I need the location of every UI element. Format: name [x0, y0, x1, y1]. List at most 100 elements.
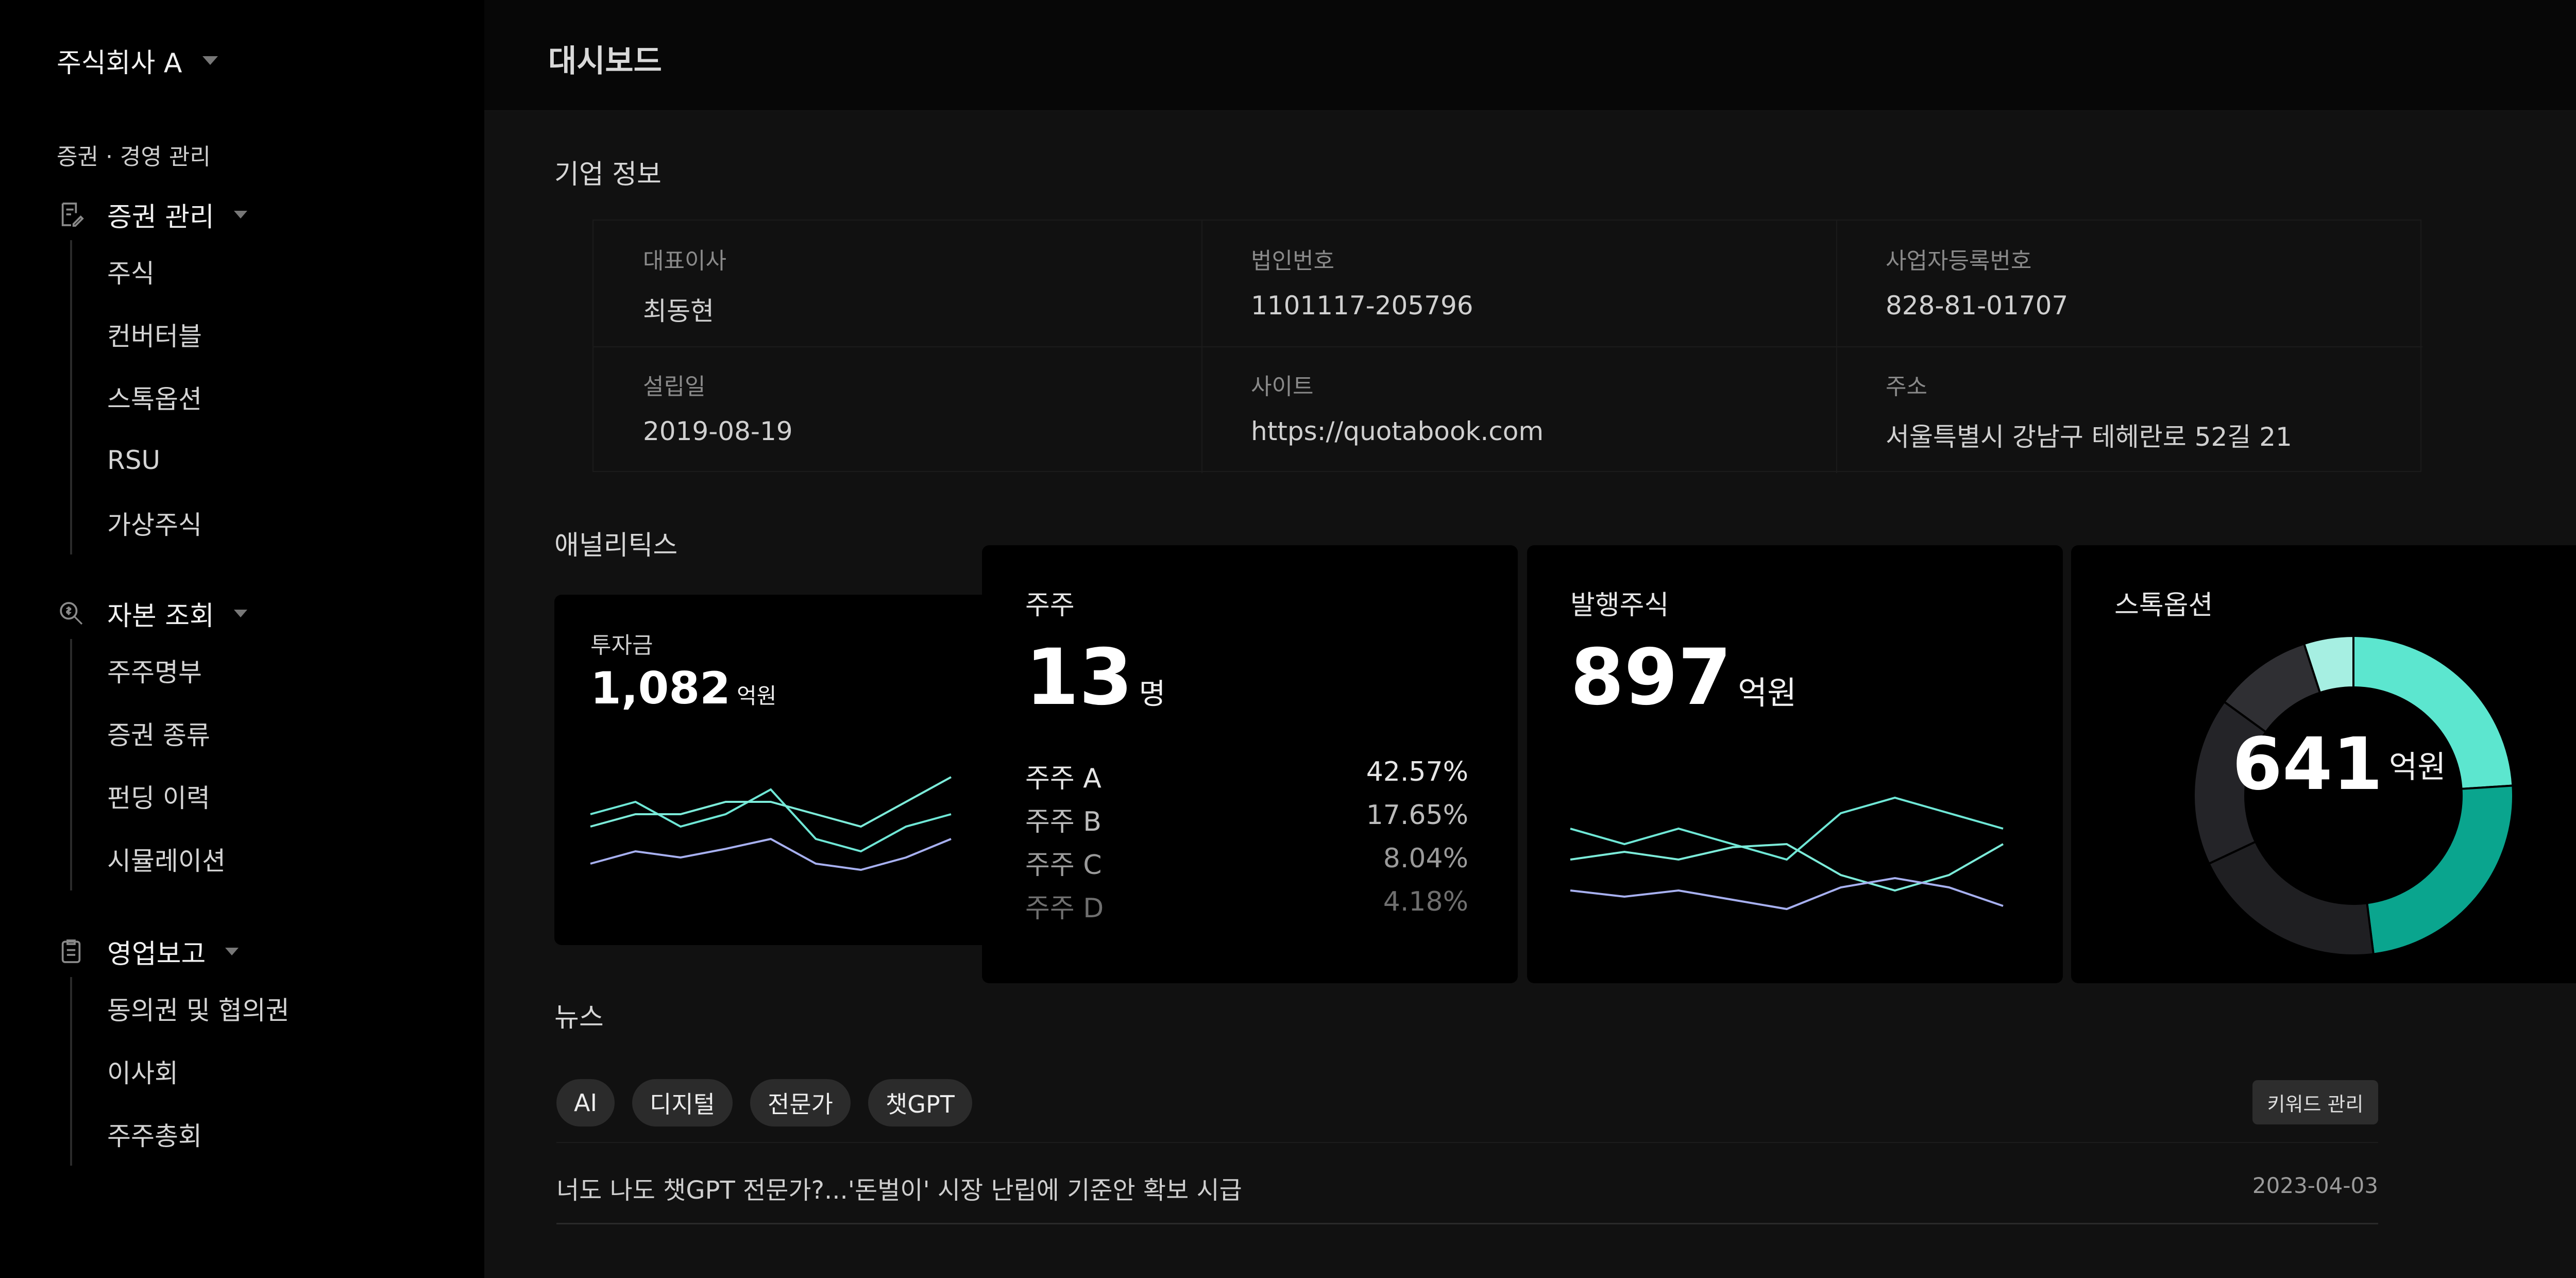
holder-name: 주주 B — [1025, 806, 1101, 837]
analytics-title: 애널리틱스 — [554, 530, 678, 561]
main: 대시보드 기업 정보 대표이사 최동현 법인번호 1101117-205796 … — [484, 0, 2576, 1278]
info-value: 1101117-205796 — [1251, 291, 1473, 321]
page-title: 대시보드 — [548, 43, 662, 79]
shareholders-card[interactable]: 주주 13 명 주주 A 42.57% 주주 B 17.65% 주주 C 8.0… — [982, 545, 1518, 983]
investment-title: 투자금 — [590, 632, 653, 659]
sidebar-group-label: 자본 조회 — [107, 600, 214, 632]
info-ceo: 대표이사 최동현 — [643, 242, 726, 328]
holder-pct: 42.57% — [1366, 756, 1468, 787]
keyword-chip-digital[interactable]: 디지털 — [632, 1079, 733, 1126]
sidebar-subitems: 동의권 및 협의권 이사회 주주총회 — [70, 977, 290, 1166]
investment-card[interactable]: 투자금 1,082 억원 — [554, 595, 1018, 945]
series-line-2 — [590, 837, 952, 871]
sidebar-item-stock[interactable]: 주식 — [107, 259, 155, 289]
holder-name: 주주 A — [1025, 763, 1101, 794]
info-value: 최동현 — [643, 296, 714, 326]
info-label: 설립일 — [643, 374, 706, 400]
donut-slice-1 — [2366, 784, 2514, 955]
company-info-grid: 대표이사 최동현 법인번호 1101117-205796 사업자등록번호 828… — [592, 220, 2422, 473]
sidebar-item-shareholder-registry[interactable]: 주주명부 — [107, 658, 202, 687]
series-line-0 — [590, 788, 952, 853]
topbar: 대시보드 — [484, 0, 2576, 111]
investment-number: 1,082 — [590, 663, 731, 714]
sidebar-item-board[interactable]: 이사회 — [107, 1058, 178, 1088]
holder-row: 주주 B 17.65% — [1025, 800, 1468, 838]
options-value: 641 억원 — [2071, 545, 2576, 983]
info-label: 대표이사 — [643, 248, 726, 274]
shareholders-number: 13 — [1025, 633, 1133, 722]
news-item[interactable]: 너도 나도 챗GPT 전문가?...'돈벌이' 시장 난립에 기준안 확보 시급… — [556, 1142, 2378, 1224]
sidebar-group-toggle[interactable]: 영업보고 — [57, 926, 290, 977]
holder-row: 주주 C 8.04% — [1025, 843, 1468, 882]
keyword-chips: AI 디지털 전문가 챗GPT — [556, 1079, 990, 1126]
issued-sparkline — [1570, 796, 2004, 911]
sidebar-item-convertible[interactable]: 컨버터블 — [107, 322, 202, 351]
sidebar-subitems: 주주명부 증권 종류 펀딩 이력 시뮬레이션 — [70, 639, 247, 890]
sidebar-group-toggle[interactable]: 자본 조회 — [57, 587, 247, 639]
donut-slice-2 — [2207, 840, 2375, 956]
company-switcher[interactable]: 주식회사 A — [57, 41, 218, 80]
issued-title: 발행주식 — [1570, 590, 1669, 621]
sidebar-item-rsu[interactable]: RSU — [107, 445, 161, 475]
series-line-1 — [590, 776, 952, 828]
sidebar-item-security-types[interactable]: 증권 종류 — [107, 720, 210, 750]
grid-divider — [594, 346, 2422, 347]
sidebar-group-label: 증권 관리 — [107, 201, 214, 233]
sidebar-item-stock-option[interactable]: 스톡옵션 — [107, 384, 202, 414]
sidebar-item-simulation[interactable]: 시뮬레이션 — [107, 846, 226, 876]
shareholders-title: 주주 — [1025, 590, 1075, 621]
sidebar: 주식회사 A 증권 · 경영 관리 증권 관리 주식 컨버터블 스톡옵션 RSU… — [0, 0, 484, 1278]
sidebar-item-shareholders-meeting[interactable]: 주주총회 — [107, 1121, 202, 1151]
shareholders-unit: 명 — [1139, 678, 1166, 711]
clipboard-icon — [61, 939, 81, 963]
holder-name: 주주 D — [1025, 893, 1104, 924]
info-site-link[interactable]: https://quotabook.com — [1251, 416, 1544, 446]
holder-name: 주주 C — [1025, 850, 1102, 881]
search-money-icon — [60, 602, 83, 625]
sidebar-item-phantom-stock[interactable]: 가상주식 — [107, 510, 202, 540]
info-corp-number: 법인번호 1101117-205796 — [1251, 242, 1473, 321]
chevron-down-icon — [233, 210, 247, 218]
stock-option-card[interactable]: 스톡옵션 641 억원 — [2071, 545, 2576, 983]
sidebar-subitems: 주식 컨버터블 스톡옵션 RSU 가상주식 — [70, 240, 247, 554]
info-label: 주소 — [1886, 374, 1927, 400]
sidebar-group-business-report: 영업보고 동의권 및 협의권 이사회 주주총회 — [57, 926, 290, 1166]
info-label: 법인번호 — [1251, 248, 1334, 274]
donut-slice-5 — [2302, 634, 2354, 694]
news-title: 뉴스 — [554, 1002, 604, 1033]
issued-shares-card[interactable]: 발행주식 897 억원 — [1527, 545, 2063, 983]
investment-value: 1,082 억원 — [590, 663, 776, 714]
info-label: 사이트 — [1251, 374, 1314, 400]
options-number: 641 — [2232, 722, 2383, 806]
chevron-down-icon — [233, 609, 247, 617]
info-business-number: 사업자등록번호 828-81-01707 — [1886, 242, 2068, 321]
news-item-title[interactable]: 너도 나도 챗GPT 전문가?...'돈벌이' 시장 난립에 기준안 확보 시급 — [556, 1176, 1242, 1205]
holder-pct: 8.04% — [1383, 843, 1468, 874]
keyword-chip-chatgpt[interactable]: 챗GPT — [868, 1079, 972, 1126]
company-info-title: 기업 정보 — [554, 159, 662, 190]
document-edit-icon — [61, 203, 84, 227]
sidebar-group-toggle[interactable]: 증권 관리 — [57, 189, 247, 240]
issued-number: 897 — [1570, 633, 1732, 722]
options-title: 스톡옵션 — [2114, 590, 2213, 621]
holder-pct: 4.18% — [1383, 886, 1468, 917]
info-value: 828-81-01707 — [1886, 291, 2069, 321]
sidebar-item-consent-rights[interactable]: 동의권 및 협의권 — [107, 996, 290, 1025]
investment-sparkline — [590, 776, 952, 871]
keyword-chip-expert[interactable]: 전문가 — [750, 1079, 851, 1126]
sidebar-item-funding-history[interactable]: 펀딩 이력 — [107, 783, 210, 813]
sidebar-group-label: 영업보고 — [107, 938, 206, 970]
holder-row: 주주 A 42.57% — [1025, 756, 1468, 795]
options-unit: 억원 — [2388, 749, 2446, 785]
info-founded: 설립일 2019-08-19 — [643, 368, 793, 446]
content: 기업 정보 대표이사 최동현 법인번호 1101117-205796 사업자등록… — [484, 111, 2576, 1278]
shareholders-value: 13 명 — [1025, 633, 1165, 722]
chevron-down-icon — [202, 56, 218, 65]
holder-row: 주주 D 4.18% — [1025, 886, 1468, 925]
info-address: 주소 서울특별시 강남구 테헤란로 52길 21 — [1886, 368, 2292, 453]
sidebar-section-label: 증권 · 경영 관리 — [57, 144, 211, 170]
info-label: 사업자등록번호 — [1886, 248, 2032, 274]
keyword-manage-button[interactable]: 키워드 관리 — [2252, 1080, 2378, 1124]
keyword-chip-ai[interactable]: AI — [556, 1079, 615, 1126]
